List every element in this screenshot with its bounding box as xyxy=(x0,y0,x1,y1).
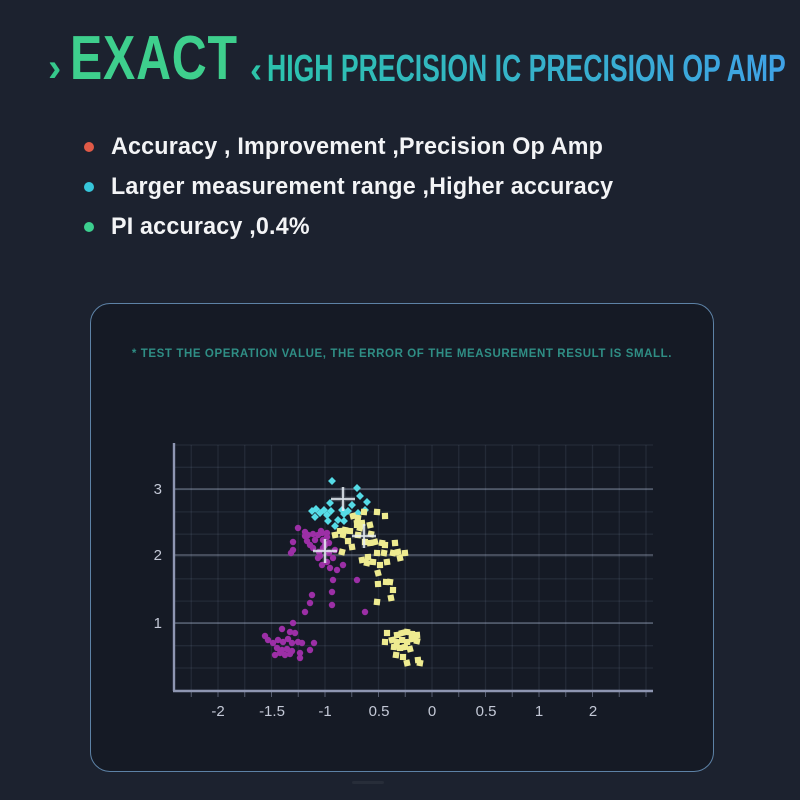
svg-text:-1: -1 xyxy=(318,703,331,720)
feature-list: Accuracy , Improvement ,Precision Op Amp… xyxy=(84,127,629,247)
svg-text:3: 3 xyxy=(154,481,162,498)
info-panel: * TEST THE OPERATION VALUE, THE ERROR OF… xyxy=(90,303,714,772)
svg-text:0.5: 0.5 xyxy=(476,703,497,720)
feature-text: Larger measurement range ,Higher accurac… xyxy=(111,173,614,200)
brand-chevron-left-icon: › xyxy=(48,46,62,90)
scatter-chart: 3 2 1 -2 -1.5 -1 0.5 0 0.5 1 2 xyxy=(135,440,695,740)
svg-text:2: 2 xyxy=(154,547,162,564)
svg-text:-1.5: -1.5 xyxy=(259,703,285,720)
svg-text:0: 0 xyxy=(428,703,436,720)
feature-item: PI accuracy ,0.4% xyxy=(84,207,629,247)
svg-text:2: 2 xyxy=(589,703,597,720)
feature-item: Accuracy , Improvement ,Precision Op Amp xyxy=(84,127,629,167)
watermark-dash xyxy=(352,781,384,784)
bullet-dot-icon xyxy=(84,142,94,152)
svg-text:1: 1 xyxy=(535,703,543,720)
panel-note: * TEST THE OPERATION VALUE, THE ERROR OF… xyxy=(131,348,673,360)
page-subtitle: HIGH PRECISION IC PRECISION OP AMP xyxy=(267,48,786,90)
bullet-dot-icon xyxy=(84,182,94,192)
brand-chevron-right-icon: ‹ xyxy=(250,49,262,90)
feature-item: Larger measurement range ,Higher accurac… xyxy=(84,167,629,207)
feature-text: PI accuracy ,0.4% xyxy=(111,213,310,240)
svg-text:-2: -2 xyxy=(211,703,224,720)
brand-title: EXACT xyxy=(70,24,238,93)
svg-text:1: 1 xyxy=(154,615,162,632)
svg-text:0.5: 0.5 xyxy=(369,703,390,720)
scatter-plot: 3 2 1 -2 -1.5 -1 0.5 0 0.5 1 2 xyxy=(154,443,653,720)
bullet-dot-icon xyxy=(84,222,94,232)
feature-text: Accuracy , Improvement ,Precision Op Amp xyxy=(111,133,604,160)
